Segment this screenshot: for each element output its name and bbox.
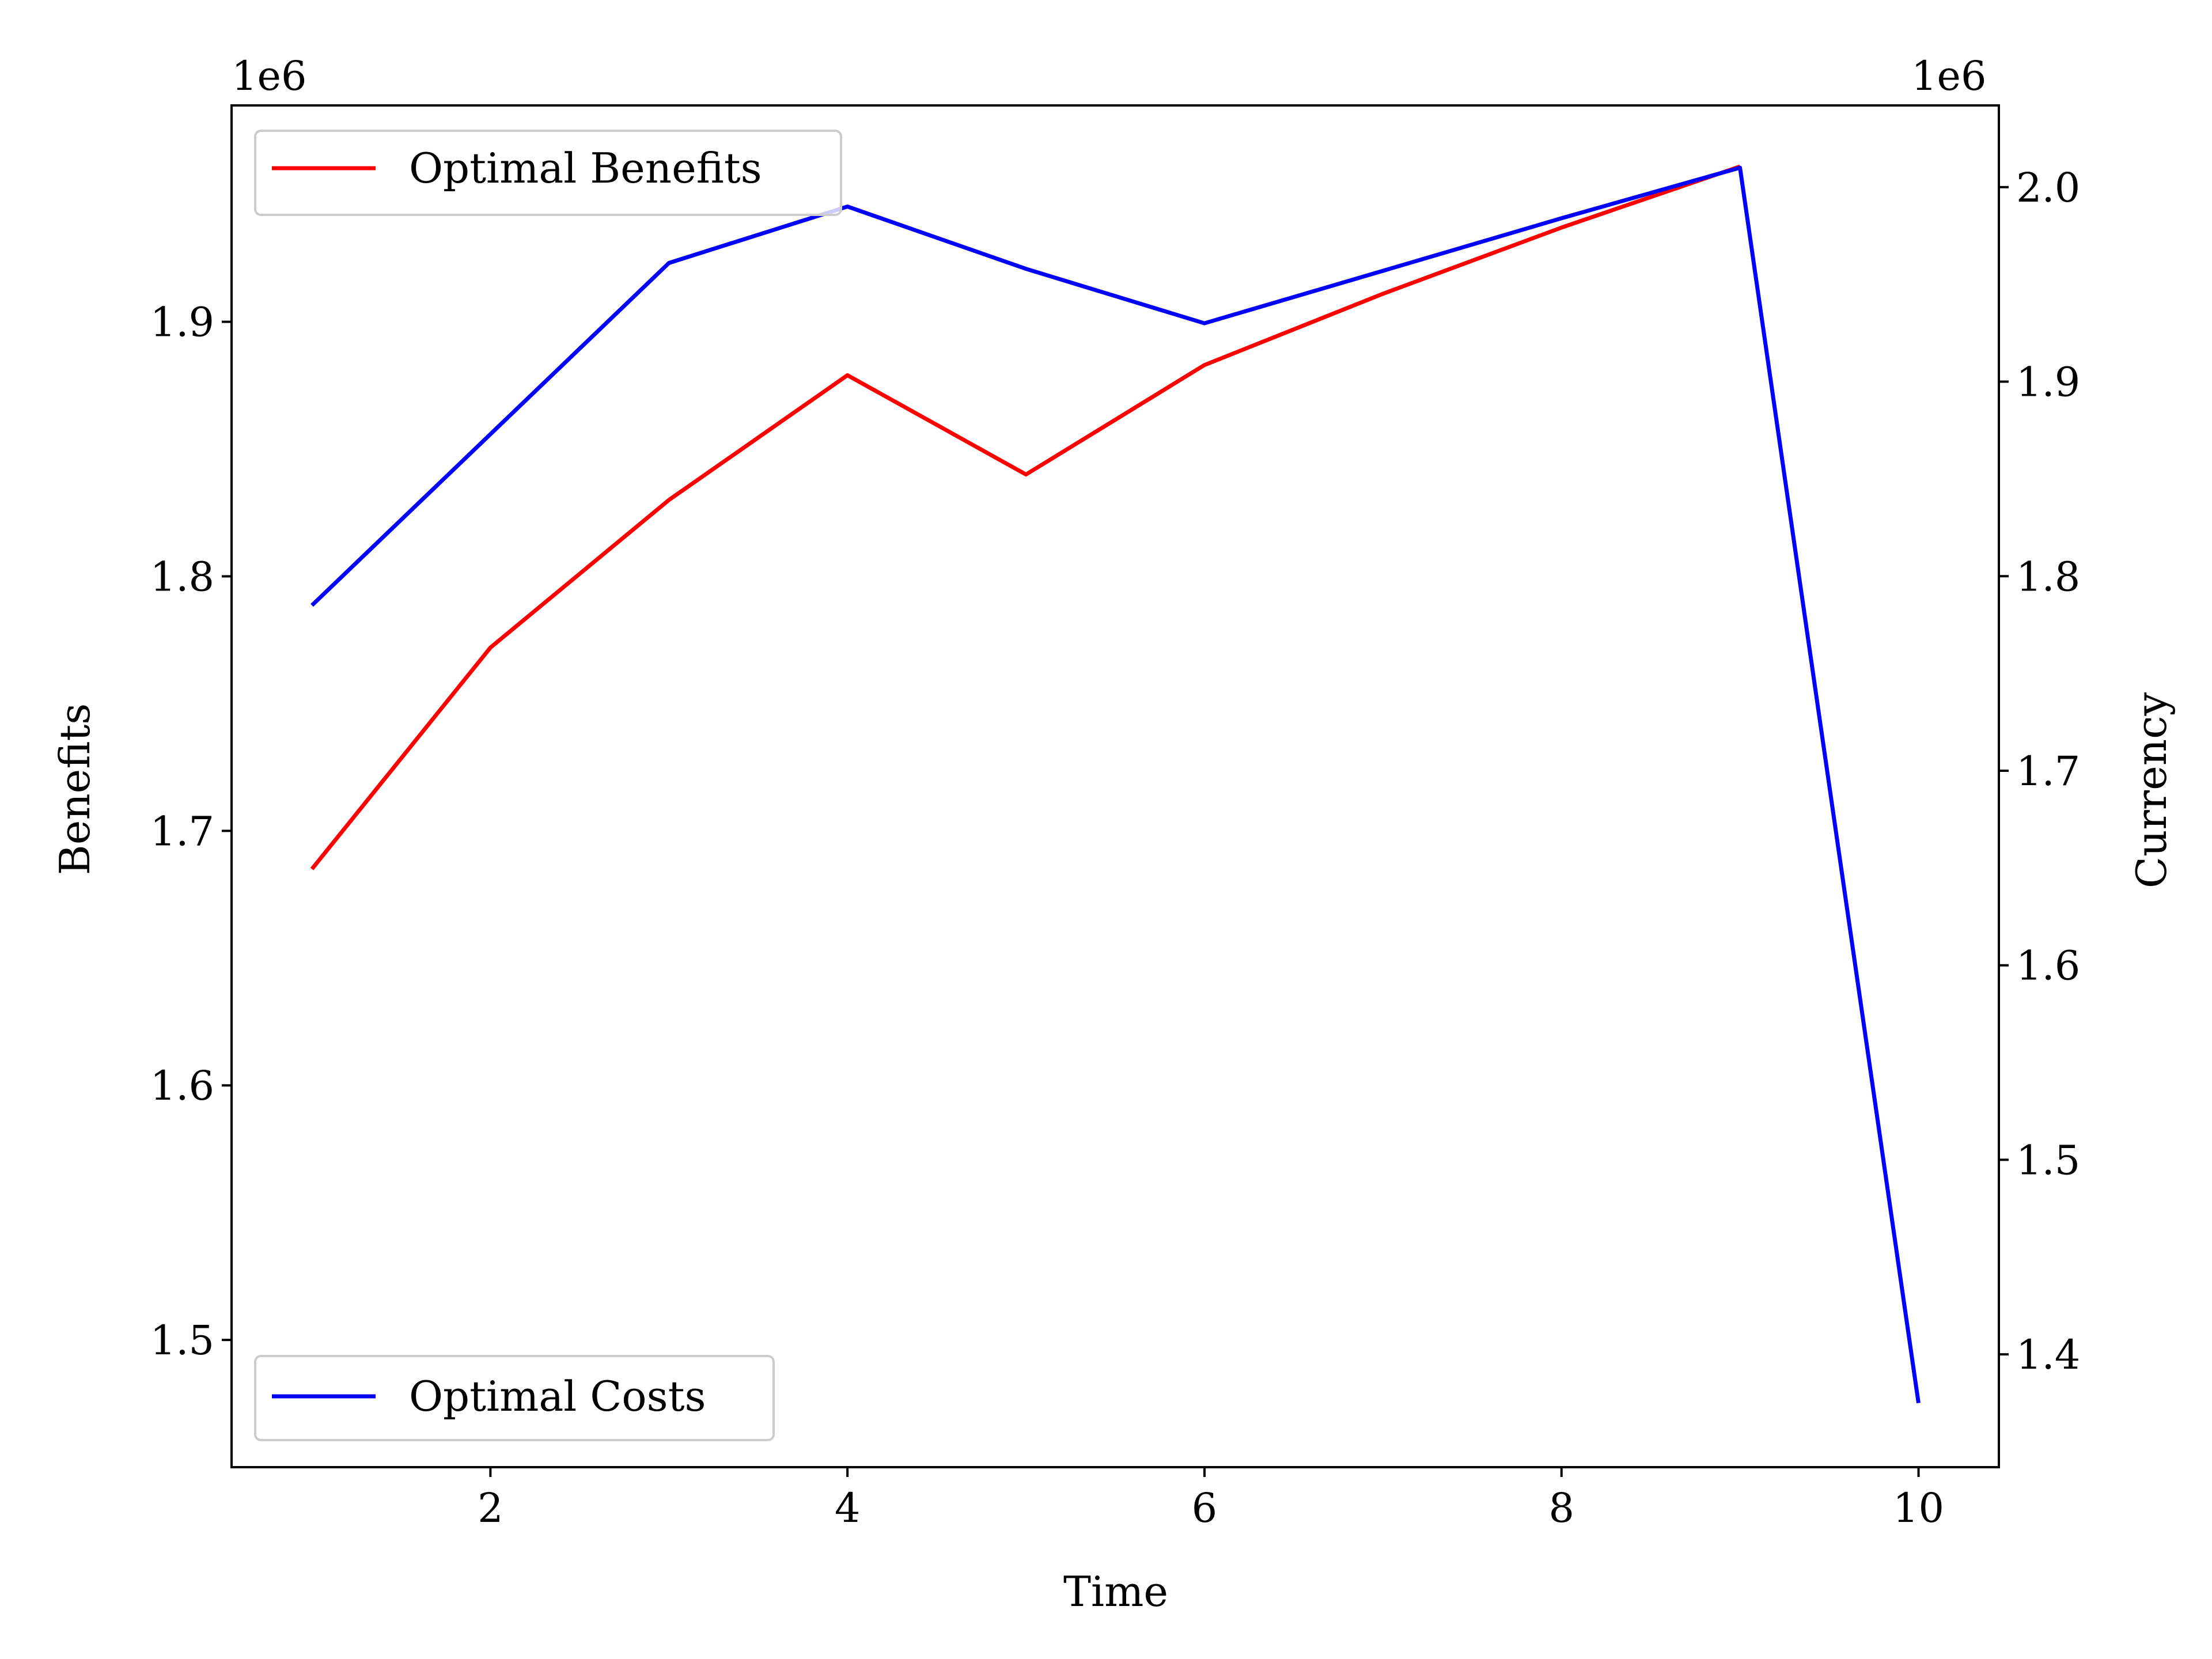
x-tick-label: 4 <box>835 1484 861 1532</box>
right-y-tick-label: 1.4 <box>2016 1331 2080 1378</box>
x-tick-label: 10 <box>1893 1484 1944 1532</box>
plot-frame <box>230 104 2000 1468</box>
legend-box <box>254 130 842 216</box>
right-y-tick-label: 1.9 <box>2016 359 2080 406</box>
right-y-tick-label: 1.8 <box>2016 553 2080 600</box>
left-y-tick-label: 1.5 <box>150 1317 214 1364</box>
series-line-optimal-benefits <box>310 164 1741 870</box>
legend-label-optimal-costs: Optimal Costs <box>409 1372 706 1421</box>
right-axis-offset-text: 1e6 <box>1911 52 1987 100</box>
right-axis-label: Currency <box>2127 692 2176 889</box>
legend-optimal-costs: Optimal Costs <box>254 1355 775 1441</box>
series-layer <box>310 164 1921 1404</box>
left-y-tick-label: 1.8 <box>150 553 214 600</box>
x-axis-label: Time <box>1063 1567 1168 1616</box>
left-axis-label: Benefits <box>51 703 99 875</box>
right-y-tick-label: 1.6 <box>2016 942 2080 990</box>
axes-layer: 2 4 6 8 10 1.5 1.6 1.7 1.8 1.9 1.4 1.5 1.6 1.7 1.8 1.9 2… <box>150 104 2080 1532</box>
legend-optimal-benefits: Optimal Benefits <box>254 130 842 216</box>
left-y-tick-label: 1.9 <box>150 299 214 346</box>
x-tick-label: 2 <box>478 1484 503 1532</box>
x-tick-label: 8 <box>1548 1484 1574 1532</box>
right-y-tick-label: 1.7 <box>2016 748 2080 795</box>
right-y-tick-label: 1.5 <box>2016 1137 2080 1184</box>
left-y-tick-label: 1.6 <box>150 1062 214 1109</box>
legend-box <box>254 1355 775 1441</box>
legend-label-optimal-benefits: Optimal Benefits <box>409 144 762 192</box>
series-line-optimal-costs <box>310 165 1921 1404</box>
right-y-tick-label: 2.0 <box>2016 164 2080 211</box>
left-y-tick-label: 1.7 <box>150 808 214 855</box>
left-axis-offset-text: 1e6 <box>232 52 307 100</box>
x-tick-label: 6 <box>1192 1484 1218 1532</box>
